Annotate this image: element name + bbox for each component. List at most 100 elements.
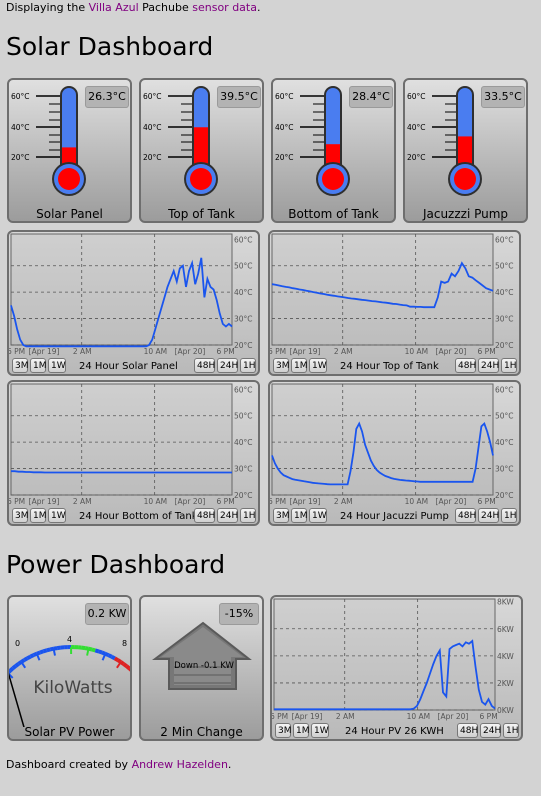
range-button-1m[interactable]: 1M: [291, 508, 308, 523]
author-link[interactable]: Andrew Hazelden: [131, 758, 228, 771]
temp-readout: 33.5°C: [481, 86, 525, 108]
temp-gauge-label: Top of Tank: [168, 207, 235, 221]
range-button-1w[interactable]: 1W: [309, 508, 327, 523]
scale-label: 20°C: [11, 153, 30, 162]
thermometer-icon: 60°C 40°C 20°C: [143, 86, 218, 196]
range-button-1w[interactable]: 1W: [311, 723, 329, 738]
villa-azul-link[interactable]: Villa Azul: [88, 1, 139, 14]
x-tick-label: 10 AM: [407, 712, 431, 721]
temp-gauge-label: Bottom of Tank: [288, 207, 379, 221]
temp-readout: 28.4°C: [349, 86, 393, 108]
range-button-48h[interactable]: 48H: [457, 723, 478, 738]
series-line: [271, 421, 494, 486]
scale-label: 20°C: [407, 153, 426, 162]
range-button-1w[interactable]: 1W: [48, 508, 66, 523]
temp-chart-title: 24 Hour Solar Panel: [79, 361, 178, 372]
x-tick-label: 6 PM: [217, 497, 235, 506]
temp-readout: 26.3°C: [85, 86, 129, 108]
y-tick-label: 40°C: [495, 438, 514, 447]
y-tick-label: 50°C: [234, 262, 253, 271]
range-button-3m[interactable]: 3M: [275, 723, 292, 738]
y-tick-label: 2KW: [497, 679, 514, 688]
x-tick-label: [Apr 20]: [438, 712, 469, 721]
scale-label: 20°C: [275, 153, 294, 162]
temp-chart-title: 24 Hour Bottom of Tank: [79, 511, 198, 522]
footer-credit: Dashboard created by Andrew Hazelden.: [6, 758, 232, 771]
range-button-3m[interactable]: 3M: [12, 358, 29, 373]
range-button-1m[interactable]: 1M: [30, 358, 47, 373]
range-button-1h[interactable]: 1H: [503, 723, 519, 738]
y-tick-label: 40°C: [495, 288, 514, 297]
range-button-48h[interactable]: 48H: [194, 358, 215, 373]
series-line: [271, 261, 494, 309]
y-tick-label: 60°C: [495, 235, 514, 244]
x-tick-label: 6 PM: [478, 347, 496, 356]
range-button-3m[interactable]: 3M: [12, 508, 29, 523]
range-button-48h[interactable]: 48H: [455, 508, 476, 523]
y-tick-label: 20°C: [495, 341, 514, 350]
change-arrow-text: Down -0.1 KW: [174, 661, 234, 671]
x-tick-label: [Apr 20]: [175, 347, 206, 356]
range-button-1m[interactable]: 1M: [30, 508, 47, 523]
pv-power-label: Solar PV Power: [24, 725, 115, 739]
scale-label: 60°C: [407, 92, 426, 101]
range-button-3m[interactable]: 3M: [273, 508, 290, 523]
range-button-1h[interactable]: 1H: [240, 358, 256, 373]
range-button-24h[interactable]: 24H: [217, 358, 238, 373]
temp-gauge: 39.5°C 60°C 40°C 20°C Top of Tank: [139, 78, 264, 223]
scale-label: 60°C: [143, 92, 162, 101]
sensor-data-link[interactable]: sensor data: [192, 1, 257, 14]
y-tick-label: 30°C: [495, 315, 514, 324]
range-button-24h[interactable]: 24H: [480, 723, 501, 738]
change-readout: -15%: [219, 603, 259, 625]
y-tick-label: 20°C: [234, 491, 253, 500]
range-button-1m[interactable]: 1M: [293, 723, 310, 738]
two-min-change-gauge: -15% Down -0.1 KW 2 Min Change: [139, 595, 264, 741]
x-tick-label: 10 AM: [144, 497, 168, 506]
x-tick-label: [Apr 19]: [292, 712, 323, 721]
solar-dashboard-title: Solar Dashboard: [6, 32, 214, 61]
range-button-1w[interactable]: 1W: [48, 358, 66, 373]
range-button-24h[interactable]: 24H: [478, 358, 499, 373]
meter-unit-label: KiloWatts: [33, 678, 112, 698]
pv-power-gauge: 0.2 KW 0 4 8 KiloWatts Solar PV Power: [7, 595, 132, 741]
y-tick-label: 20°C: [234, 341, 253, 350]
range-button-1h[interactable]: 1H: [240, 508, 256, 523]
temp-gauge-label: Solar Panel: [36, 207, 103, 221]
x-tick-label: 10 AM: [144, 347, 168, 356]
x-tick-label: 6 PM: [217, 347, 235, 356]
kilowatt-meter: 0 4 8 KiloWatts: [9, 635, 130, 727]
range-button-1m[interactable]: 1M: [291, 358, 308, 373]
x-tick-label: 10 AM: [405, 497, 429, 506]
range-button-24h[interactable]: 24H: [217, 508, 238, 523]
x-tick-label: [Apr 19]: [290, 347, 321, 356]
range-button-48h[interactable]: 48H: [194, 508, 215, 523]
temp-gauge-label: Jacuzzzi Pump: [422, 207, 509, 221]
range-button-1h[interactable]: 1H: [501, 508, 517, 523]
temp-gauge: 33.5°C 60°C 40°C 20°C Jacuzzzi Pump: [403, 78, 528, 223]
x-tick-label: [Apr 20]: [436, 347, 467, 356]
y-tick-label: 0KW: [497, 706, 514, 715]
range-button-3m[interactable]: 3M: [273, 358, 290, 373]
range-button-24h[interactable]: 24H: [478, 508, 499, 523]
temp-readout: 39.5°C: [217, 86, 261, 108]
temp-chart-title: 24 Hour Jacuzzi Pump: [340, 511, 449, 522]
x-tick-label: 2 AM: [73, 347, 92, 356]
range-button-1h[interactable]: 1H: [501, 358, 517, 373]
x-tick-label: 6 PM: [9, 497, 25, 506]
down-arrow-icon: [152, 621, 252, 690]
y-tick-label: 40°C: [234, 438, 253, 447]
y-tick-label: 20°C: [495, 491, 514, 500]
scale-label: 40°C: [143, 123, 162, 132]
x-tick-label: 6 PM: [272, 712, 288, 721]
range-button-48h[interactable]: 48H: [455, 358, 476, 373]
y-tick-label: 30°C: [234, 315, 253, 324]
range-button-1w[interactable]: 1W: [309, 358, 327, 373]
change-label: 2 Min Change: [160, 725, 243, 739]
x-tick-label: 6 PM: [270, 497, 286, 506]
x-tick-label: 2 AM: [334, 347, 353, 356]
